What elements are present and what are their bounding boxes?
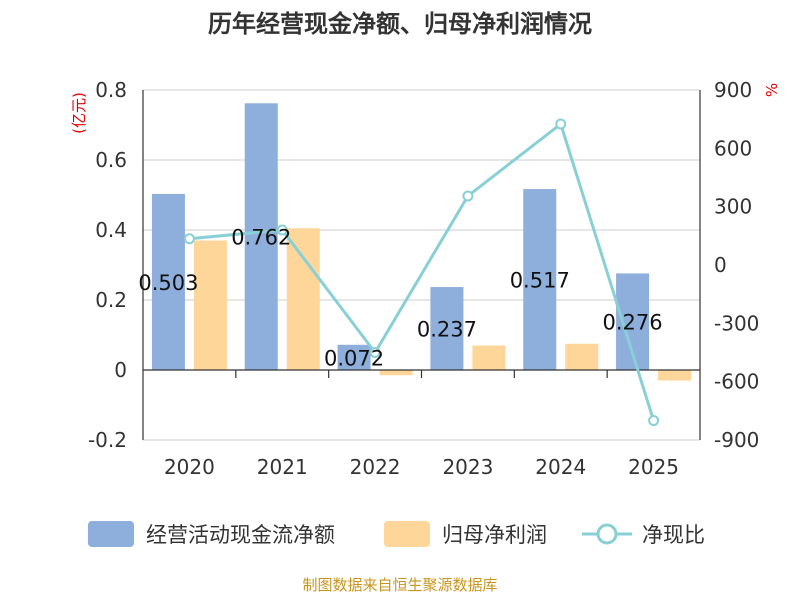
ratio-point: [462, 190, 474, 202]
line-series: [183, 118, 660, 427]
category-label: 2022: [350, 455, 401, 479]
bar-netprofit: [193, 240, 227, 370]
right-tick-label: -900: [714, 428, 759, 452]
legend-swatch-cashflow: [88, 521, 134, 547]
category-label: 2025: [628, 455, 679, 479]
bar-cashflow: [523, 189, 557, 370]
bar-netprofit: [565, 343, 599, 370]
right-tick-label: 900: [714, 78, 752, 102]
bar-series: [151, 103, 692, 381]
bar-netprofit: [658, 370, 692, 381]
legend-swatch-ratio-marker: [596, 523, 618, 545]
left-tick-label: 0: [114, 358, 127, 382]
ratio-point: [648, 415, 660, 427]
bar-netprofit: [379, 370, 413, 376]
data-label-cashflow: 0.762: [231, 226, 291, 250]
category-label: 2021: [257, 455, 308, 479]
ratio-point: [369, 347, 381, 358]
chart-title: 历年经营现金净额、归母净利润情况: [208, 10, 592, 38]
right-tick-label: 300: [714, 195, 752, 219]
bar-cashflow: [244, 103, 278, 371]
data-label-cashflow: 0.276: [603, 311, 663, 335]
bar-cashflow: [337, 344, 371, 370]
bar-cashflow: [151, 193, 185, 370]
category-label: 2020: [164, 455, 215, 479]
legend: 经营活动现金流净额 归母净利润 净现比: [88, 521, 705, 547]
legend-label-netprofit: 归母净利润: [442, 523, 547, 547]
bar-netprofit: [286, 228, 320, 370]
axes: 0.8 0.6 0.4 0.2 0 -0.2 900 600 300 0 -300 -600 -900 2…: [88, 78, 759, 479]
ratio-point: [183, 233, 195, 245]
left-tick-label: 0.8: [95, 78, 127, 102]
legend-swatch-netprofit: [384, 521, 430, 547]
right-tick-label: 600: [714, 136, 752, 160]
left-tick-label: 0.6: [95, 148, 127, 172]
ratio-line: [189, 121, 656, 422]
bar-cashflow: [430, 287, 464, 370]
data-label-cashflow: 0.517: [510, 269, 570, 293]
left-tick-label: -0.2: [88, 428, 127, 452]
legend-label-ratio: 净现比: [642, 523, 705, 547]
right-tick-label: 0: [714, 253, 727, 277]
right-axis-unit: %: [763, 83, 781, 97]
ratio-point: [276, 224, 288, 236]
bar-netprofit: [472, 345, 506, 370]
data-label-cashflow: 0.072: [324, 346, 384, 370]
left-tick-label: 0.2: [95, 288, 127, 312]
left-tick-label: 0.4: [95, 218, 127, 242]
category-label: 2023: [442, 455, 493, 479]
data-label-cashflow: 0.237: [417, 318, 477, 342]
data-source: 制图数据来自恒生聚源数据库: [302, 576, 497, 594]
data-labels: 0.503 0.762 0.072 0.237 0.517 0.276: [138, 226, 662, 371]
data-label-cashflow: 0.503: [138, 271, 198, 295]
right-tick-label: -600: [714, 370, 759, 394]
ratio-point: [555, 118, 567, 130]
left-axis-unit: (亿元): [70, 92, 88, 134]
legend-label-cashflow: 经营活动现金流净额: [146, 523, 335, 547]
right-tick-label: -300: [714, 311, 759, 335]
category-label: 2024: [535, 455, 586, 479]
